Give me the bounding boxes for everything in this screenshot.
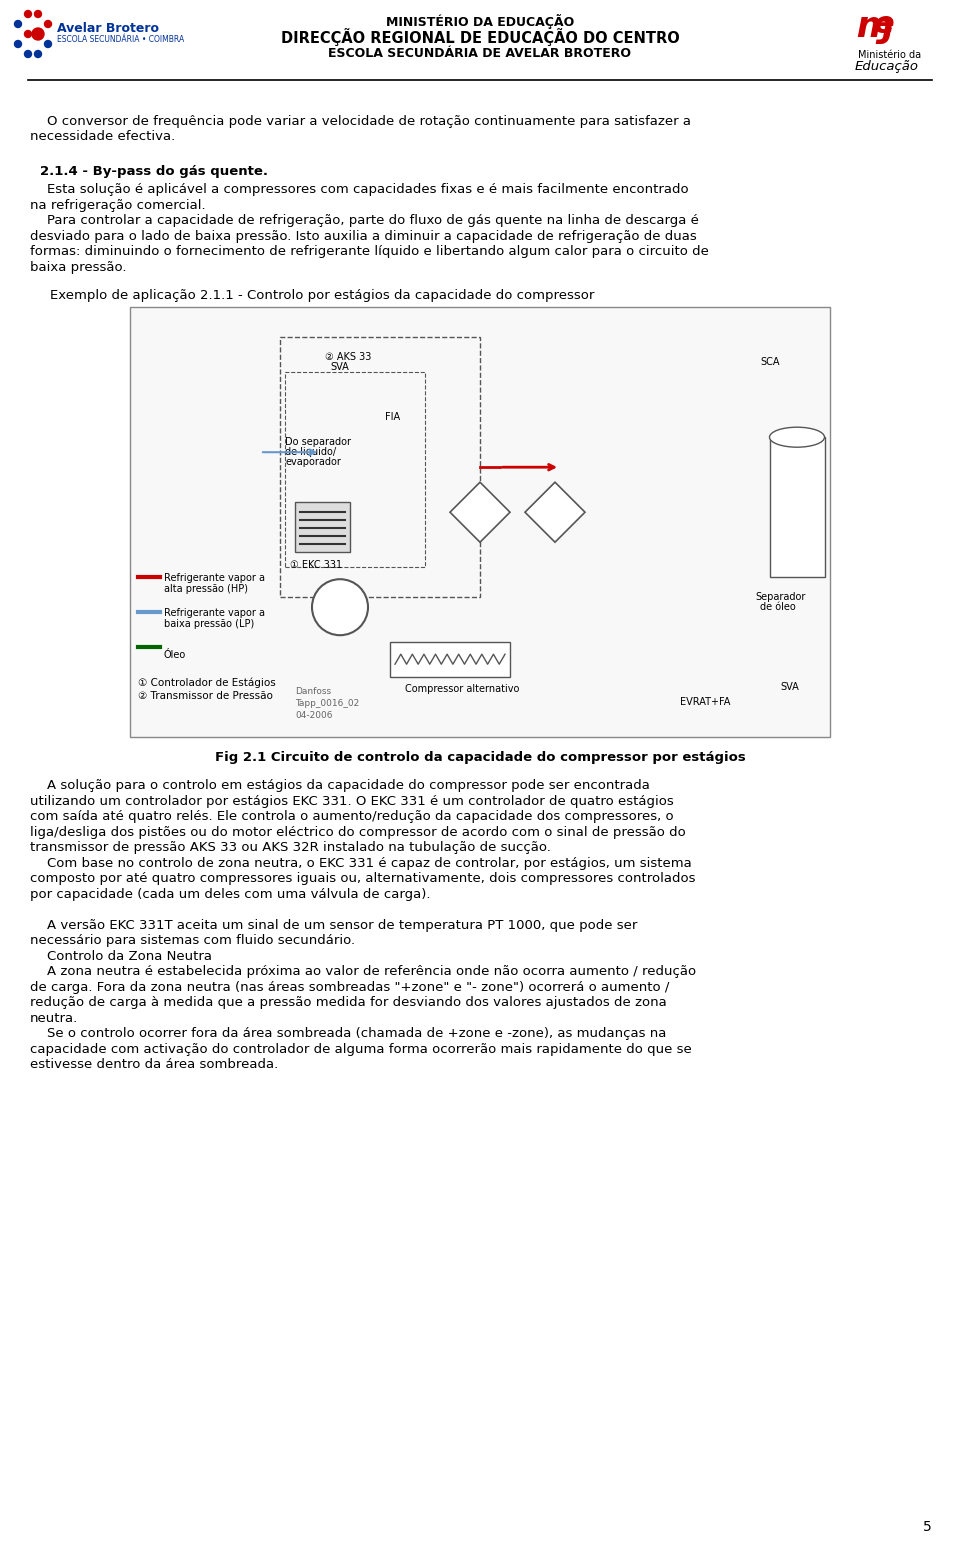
Text: ɱ: ɱ — [855, 9, 893, 43]
Text: ② Transmissor de Pressão: ② Transmissor de Pressão — [138, 691, 273, 701]
Circle shape — [32, 28, 44, 40]
Circle shape — [44, 40, 52, 48]
Text: A zona neutra é estabelecida próxima ao valor de referência onde não ocorra aume: A zona neutra é estabelecida próxima ao … — [30, 966, 696, 978]
Text: transmissor de pressão AKS 33 ou AKS 32R instalado na tubulação de sucção.: transmissor de pressão AKS 33 ou AKS 32R… — [30, 840, 551, 854]
Polygon shape — [450, 482, 510, 542]
Text: utilizando um controlador por estágios EKC 331. O EKC 331 é um controlador de qu: utilizando um controlador por estágios E… — [30, 794, 674, 808]
Text: Refrigerante vapor a: Refrigerante vapor a — [164, 609, 265, 618]
Bar — [280, 337, 480, 598]
Text: Se o controlo ocorrer fora da área sombreada (chamada de +zone e -zone), as muda: Se o controlo ocorrer fora da área sombr… — [30, 1027, 666, 1040]
Text: SVA: SVA — [330, 362, 348, 372]
Bar — [130, 307, 830, 737]
Text: liga/desliga dos pistões ou do motor eléctrico do compressor de acordo com o sin: liga/desliga dos pistões ou do motor elé… — [30, 825, 685, 839]
Text: Danfoss: Danfoss — [295, 688, 331, 697]
Text: evaporador: evaporador — [285, 457, 341, 467]
Text: Controlo da Zona Neutra: Controlo da Zona Neutra — [30, 950, 212, 963]
Text: Do separador: Do separador — [285, 437, 351, 447]
Text: Tapp_0016_02: Tapp_0016_02 — [295, 700, 359, 708]
Text: O conversor de frequência pode variar a velocidade de rotação continuamente para: O conversor de frequência pode variar a … — [30, 114, 691, 128]
Text: MINISTÉRIO DA EDUCAÇÃO: MINISTÉRIO DA EDUCAÇÃO — [386, 14, 574, 29]
Text: composto por até quatro compressores iguais ou, alternativamente, dois compresso: composto por até quatro compressores igu… — [30, 871, 695, 885]
Circle shape — [35, 11, 41, 17]
Text: redução de carga à medida que a pressão medida for desviando dos valores ajustad: redução de carga à medida que a pressão … — [30, 997, 667, 1009]
Text: com saída até quatro relés. Ele controla o aumento/redução da capacidade dos com: com saída até quatro relés. Ele controla… — [30, 810, 674, 823]
Text: FIA: FIA — [385, 413, 400, 422]
Text: 04-2006: 04-2006 — [295, 711, 332, 720]
Text: ① EKC 331: ① EKC 331 — [290, 561, 342, 570]
Text: baixa pressão (LP): baixa pressão (LP) — [164, 620, 254, 629]
Text: ② AKS 33: ② AKS 33 — [325, 352, 372, 362]
Text: Exemplo de aplicação 2.1.1 - Controlo por estágios da capacidade do compressor: Exemplo de aplicação 2.1.1 - Controlo po… — [50, 289, 594, 301]
Circle shape — [25, 31, 32, 37]
Text: DIRECÇÃO REGIONAL DE EDUCAÇÃO DO CENTRO: DIRECÇÃO REGIONAL DE EDUCAÇÃO DO CENTRO — [280, 28, 680, 46]
Polygon shape — [525, 482, 585, 542]
Text: baixa pressão.: baixa pressão. — [30, 261, 127, 273]
Text: Separador: Separador — [755, 592, 805, 603]
Text: de liquido/: de liquido/ — [285, 447, 336, 457]
Text: Compressor alternativo: Compressor alternativo — [405, 684, 519, 694]
Text: A versão EKC 331T aceita um sinal de um sensor de temperatura PT 1000, que pode : A versão EKC 331T aceita um sinal de um … — [30, 919, 637, 932]
Text: ① Controlador de Estágios: ① Controlador de Estágios — [138, 677, 276, 688]
Text: Ministério da: Ministério da — [858, 49, 922, 60]
Text: capacidade com activação do controlador de alguma forma ocorrerão mais rapidamen: capacidade com activação do controlador … — [30, 1043, 692, 1055]
Text: Avelar Brotero: Avelar Brotero — [57, 22, 159, 36]
Circle shape — [14, 20, 21, 28]
Text: ESCOLA SECUNDÁRIA DE AVELAR BROTERO: ESCOLA SECUNDÁRIA DE AVELAR BROTERO — [328, 46, 632, 60]
Text: por capacidade (cada um deles com uma válvula de carga).: por capacidade (cada um deles com uma vá… — [30, 887, 430, 901]
Text: na refrigeração comercial.: na refrigeração comercial. — [30, 199, 205, 212]
Bar — [390, 643, 510, 677]
Text: e: e — [874, 9, 895, 39]
Circle shape — [312, 579, 368, 635]
Circle shape — [44, 20, 52, 28]
Text: Óleo: Óleo — [164, 650, 186, 660]
Text: formas: diminuindo o fornecimento de refrigerante líquido e libertando algum cal: formas: diminuindo o fornecimento de ref… — [30, 246, 708, 258]
Circle shape — [25, 51, 32, 57]
Text: necessário para sistemas com fluido secundário.: necessário para sistemas com fluido secu… — [30, 935, 355, 947]
Text: 2.1.4 - By-pass do gás quente.: 2.1.4 - By-pass do gás quente. — [40, 165, 268, 178]
Text: Fig 2.1 Circuito de controlo da capacidade do compressor por estágios: Fig 2.1 Circuito de controlo da capacida… — [215, 751, 745, 765]
Text: A solução para o controlo em estágios da capacidade do compressor pode ser encon: A solução para o controlo em estágios da… — [30, 779, 650, 793]
Text: Educação: Educação — [855, 60, 919, 73]
Bar — [295, 502, 350, 552]
Text: Com base no controlo de zona neutra, o EKC 331 é capaz de controlar, por estágio: Com base no controlo de zona neutra, o E… — [30, 856, 692, 870]
Text: M: M — [333, 599, 352, 620]
Circle shape — [35, 51, 41, 57]
Bar — [285, 372, 425, 567]
Text: ESCOLA SECUNDÁRIA • COIMBRA: ESCOLA SECUNDÁRIA • COIMBRA — [57, 36, 184, 43]
Text: 5: 5 — [924, 1520, 932, 1534]
Text: de carga. Fora da zona neutra (nas áreas sombreadas "+zone" e "- zone") ocorrerá: de carga. Fora da zona neutra (nas áreas… — [30, 981, 669, 993]
Text: Para controlar a capacidade de refrigeração, parte do fluxo de gás quente na lin: Para controlar a capacidade de refrigera… — [30, 215, 699, 227]
Text: Esta solução é aplicável a compressores com capacidades fixas e é mais facilment: Esta solução é aplicável a compressores … — [30, 184, 688, 196]
Ellipse shape — [770, 428, 825, 447]
Text: Refrigerante vapor a: Refrigerante vapor a — [164, 573, 265, 582]
Text: desviado para o lado de baixa pressão. Isto auxilia a diminuir a capacidade de r: desviado para o lado de baixa pressão. I… — [30, 230, 697, 243]
Text: necessidade efectiva.: necessidade efectiva. — [30, 130, 176, 144]
Circle shape — [14, 40, 21, 48]
Text: SCA: SCA — [760, 357, 780, 368]
Text: estivesse dentro da área sombreada.: estivesse dentro da área sombreada. — [30, 1058, 278, 1071]
Text: EVRAT+FA: EVRAT+FA — [680, 697, 731, 708]
Circle shape — [25, 11, 32, 17]
Text: alta pressão (HP): alta pressão (HP) — [164, 584, 248, 595]
Text: neutra.: neutra. — [30, 1012, 79, 1024]
Text: SVA: SVA — [780, 683, 799, 692]
Text: de óleo: de óleo — [760, 603, 796, 612]
Bar — [770, 437, 825, 578]
